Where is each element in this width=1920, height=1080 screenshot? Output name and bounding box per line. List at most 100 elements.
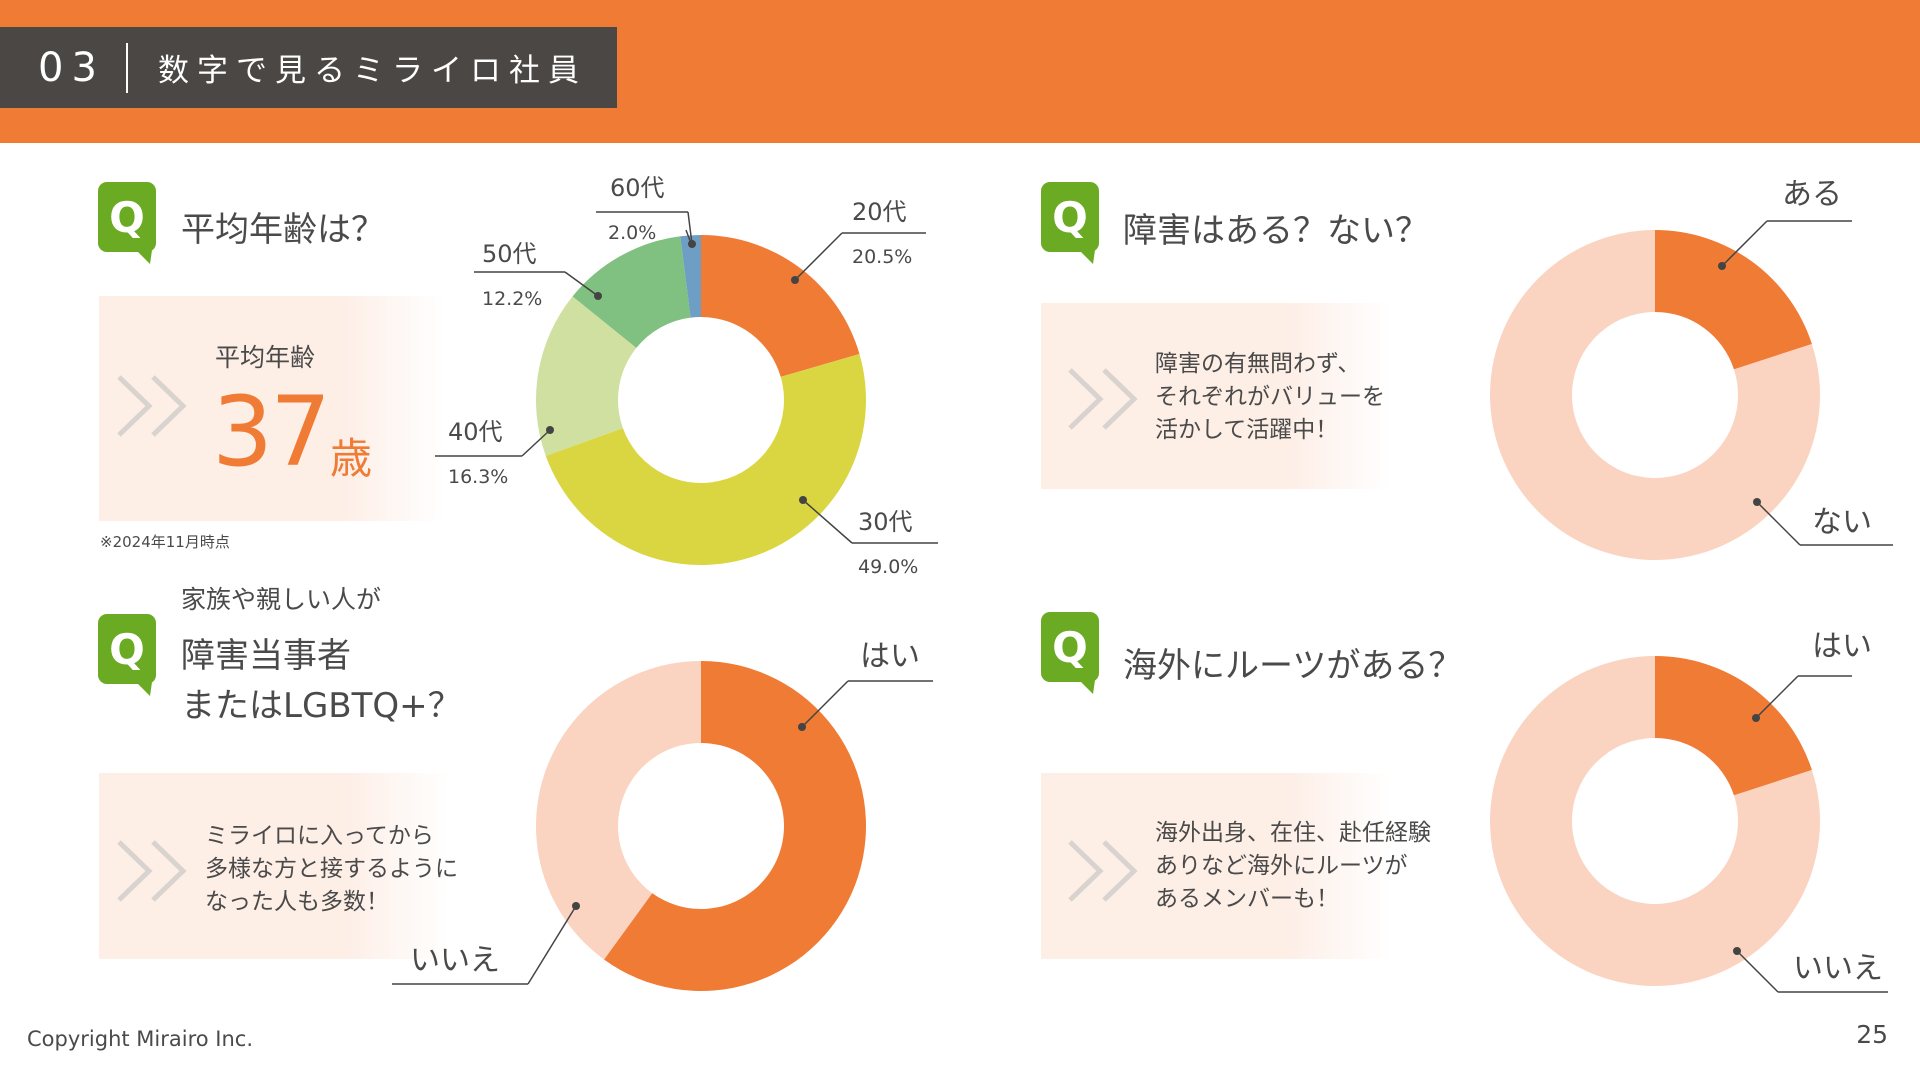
- label-yes: ある: [1782, 177, 1842, 212]
- section-divider: [126, 42, 128, 93]
- label-60s: 60代: [610, 174, 665, 202]
- slice-いいえ: [1489, 656, 1820, 986]
- roots-panel: [1041, 773, 1391, 959]
- double-chevron-icon: [117, 375, 187, 437]
- panel-line: 障害の有無問わず、: [1155, 351, 1361, 377]
- slice-50代: [572, 236, 691, 348]
- q-letter: Q: [109, 193, 145, 242]
- leader-dot: [791, 276, 799, 284]
- leader-dot: [1733, 947, 1741, 955]
- slice-はい: [1655, 656, 1812, 796]
- family-chart-callouts: はい いいえ: [392, 639, 933, 985]
- leader-dot: [1718, 262, 1726, 270]
- page-title: 数字で見るミライロ社員: [158, 53, 587, 89]
- panel-line: それぞれがバリューを: [1155, 384, 1385, 410]
- slice-30代: [545, 353, 866, 565]
- leader-line: [802, 499, 853, 544]
- q-bubble-icon: Q: [1041, 612, 1099, 694]
- slice-60代: [680, 235, 701, 318]
- value-50s: 12.2%: [482, 288, 542, 310]
- leader-dot: [572, 902, 580, 910]
- leader-line: [794, 232, 843, 281]
- panel-line: 多様な方と接するように: [205, 856, 458, 882]
- disability-chart-callouts: ある ない: [1718, 177, 1893, 546]
- average-age-label: 平均年齢: [215, 343, 316, 372]
- roots-panel-text: 海外出身、在住、赴任経験 ありなど海外にルーツが あるメンバーも！: [1155, 817, 1431, 916]
- leader-dot: [799, 496, 807, 504]
- value-40s: 16.3%: [448, 466, 508, 488]
- age-donut-chart: [536, 235, 866, 565]
- panel-line: 活かして活躍中！: [1155, 417, 1339, 443]
- family-panel: [99, 773, 449, 959]
- question-family-line1: 障害当事者: [181, 636, 351, 676]
- question-disability: 障害はある？ない？: [1123, 211, 1429, 251]
- leader-line: [1755, 675, 1799, 719]
- roots-chart-callouts: はい いいえ: [1733, 629, 1888, 993]
- leader-line: [687, 211, 693, 245]
- leader-line: [1736, 950, 1779, 993]
- leader-line: [1721, 220, 1768, 267]
- q-letter: Q: [109, 625, 145, 674]
- label-no: いいえ: [410, 943, 500, 978]
- panel-line: 海外出身、在住、赴任経験: [1155, 820, 1431, 846]
- label-30s: 30代: [858, 508, 913, 536]
- slice-いいえ: [536, 661, 701, 960]
- copyright: Copyright Mirairo Inc.: [27, 1027, 253, 1051]
- question-family-lead: 家族や親しい人が: [181, 585, 382, 614]
- leader-dot: [1752, 714, 1760, 722]
- slice-ない: [1489, 230, 1820, 560]
- leader-dot: [1753, 498, 1761, 506]
- panel-line: ミライロに入ってから: [205, 823, 434, 849]
- double-chevron-icon: [117, 840, 187, 902]
- age-chart-callouts: 60代 2.0% 20代 20.5% 50代 12.2% 40代 16.3% 3…: [435, 174, 938, 578]
- leader-line: [527, 905, 577, 985]
- family-donut-chart: [536, 661, 867, 992]
- slice-20代: [701, 235, 860, 377]
- slice-ある: [1655, 230, 1812, 370]
- q-bubble-icon: Q: [98, 614, 156, 696]
- disability-donut-chart: [1489, 230, 1820, 560]
- label-20s: 20代: [852, 198, 907, 226]
- q-bubble-icon: Q: [1041, 182, 1099, 264]
- roots-donut-chart: [1489, 656, 1820, 986]
- family-panel-text: ミライロに入ってから 多様な方と接するように なった人も多数！: [205, 820, 458, 919]
- label-no: ない: [1812, 505, 1872, 540]
- label-yes: はい: [1812, 629, 1872, 664]
- panel-line: あるメンバーも！: [1155, 886, 1339, 912]
- slice-40代: [536, 296, 637, 456]
- average-age-panel: [99, 296, 444, 521]
- question-roots: 海外にルーツがある？: [1123, 646, 1463, 686]
- double-chevron-icon: [1068, 368, 1138, 430]
- value-30s: 49.0%: [858, 556, 918, 578]
- q-letter: Q: [1052, 193, 1088, 242]
- leader-line: [1756, 501, 1801, 546]
- leader-dot: [594, 292, 602, 300]
- leader-dot: [798, 723, 806, 731]
- q-letter: Q: [1052, 623, 1088, 672]
- leader-dot: [688, 240, 696, 248]
- page-number: 25: [1856, 1020, 1888, 1049]
- date-note: ※2024年11月時点: [100, 533, 230, 551]
- leader-line: [564, 271, 599, 297]
- question-age: 平均年齢は？: [181, 210, 385, 250]
- average-age-value: 37: [212, 376, 331, 488]
- section-number: 03: [38, 44, 105, 91]
- label-50s: 50代: [482, 240, 537, 268]
- leader-line: [521, 429, 551, 457]
- disability-panel-text: 障害の有無問わず、 それぞれがバリューを 活かして活躍中！: [1155, 348, 1385, 447]
- panel-line: なった人も多数！: [205, 889, 389, 915]
- slice-はい: [604, 661, 867, 992]
- section-tag: 03 数字で見るミライロ社員: [0, 27, 617, 108]
- question-family-line2: またはLGBTQ+？: [181, 686, 462, 726]
- q-bubble-icon: Q: [98, 182, 156, 264]
- label-no: いいえ: [1793, 951, 1883, 986]
- average-age-unit: 歳: [330, 434, 373, 483]
- leader-dot: [546, 426, 554, 434]
- double-chevron-icon: [1068, 840, 1138, 902]
- leader-line: [801, 680, 849, 728]
- value-60s: 2.0%: [608, 222, 656, 244]
- value-20s: 20.5%: [852, 246, 912, 268]
- label-40s: 40代: [448, 418, 503, 446]
- panel-line: ありなど海外にルーツが: [1155, 853, 1408, 879]
